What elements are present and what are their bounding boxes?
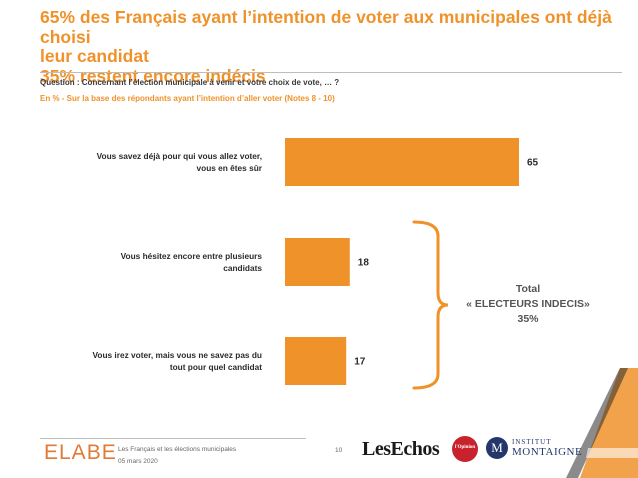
- total-undecided-label: Total « ELECTEURS INDECIS» 35%: [458, 282, 598, 327]
- decorative-a-shape-icon: [566, 368, 638, 478]
- undecided-bracket: [412, 220, 449, 390]
- footer-date: 05 mars 2020: [118, 458, 158, 465]
- bar-1: [285, 138, 519, 186]
- question-text: Question : Concernant l’élection municip…: [40, 78, 340, 87]
- category-label-1-line-2: vous en êtes sûr: [197, 163, 263, 173]
- elabe-logo: ELABE: [44, 441, 117, 464]
- basis-text: En % - Sur la base des répondants ayant …: [40, 94, 335, 103]
- montaigne-label: MONTAIGNE: [512, 446, 583, 458]
- bar-value-1: 65: [527, 158, 539, 169]
- lopinion-logo-text: l'Opinion: [454, 445, 476, 450]
- title-divider: [40, 72, 622, 73]
- footer-study-title: Les Français et les élections municipale…: [118, 446, 237, 453]
- total-label-line-3: 35%: [517, 313, 539, 325]
- category-label-2-line-2: candidats: [223, 263, 262, 273]
- category-label-2-line-1: Vous hésitez encore entre plusieurs: [121, 251, 263, 261]
- total-label-line-2: « ELECTEURS INDECIS»: [466, 298, 590, 310]
- category-label-3-line-1: Vous irez voter, mais vous ne savez pas …: [92, 350, 262, 360]
- footer-divider: [40, 438, 306, 439]
- institut-montaigne-badge-icon: M: [486, 437, 508, 459]
- lesechos-logo: LesEchos: [362, 438, 440, 460]
- bar-value-2: 18: [358, 258, 370, 269]
- title-line-2: leur candidat: [40, 46, 149, 66]
- title-line-1: 65% des Français ayant l’intention de vo…: [40, 7, 612, 47]
- lopinion-logo: l'Opinion: [452, 436, 478, 462]
- page-title: 65% des Français ayant l’intention de vo…: [40, 7, 620, 86]
- category-label-1-line-1: Vous savez déjà pour qui vous allez vote…: [97, 151, 262, 161]
- bar-3: [285, 337, 347, 385]
- institut-montaigne-logo: INSTITUT MONTAIGNE: [512, 438, 582, 458]
- bar-2: [285, 238, 350, 286]
- bar-value-3: 17: [354, 357, 366, 368]
- page-number: 10: [335, 447, 343, 454]
- title-line-3: 35% restent encore indécis: [40, 65, 266, 86]
- total-label-line-1: Total: [515, 283, 541, 295]
- category-label-3-line-2: tout pour quel candidat: [170, 362, 262, 372]
- institut-label: INSTITUT: [512, 438, 552, 446]
